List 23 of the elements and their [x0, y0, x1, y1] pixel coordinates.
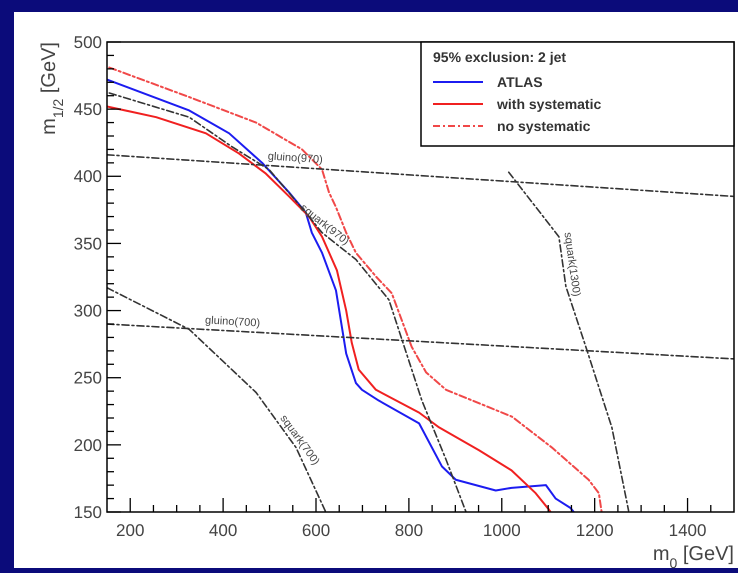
legend-label: no systematic: [497, 118, 591, 134]
legend-label: ATLAS: [497, 74, 543, 90]
x-tick-label: 200: [116, 521, 144, 540]
series-label: gluino(970): [267, 150, 324, 166]
x-tick-label: 1400: [668, 521, 706, 540]
y-tick-label: 200: [74, 436, 102, 455]
y-tick-label: 250: [74, 368, 102, 388]
x-tick-label: 1200: [576, 521, 614, 540]
y-tick-label: 300: [74, 302, 102, 321]
x-tick-label: 400: [208, 521, 238, 540]
y-tick-label: 150: [74, 502, 102, 522]
y-tick-label: 450: [74, 100, 102, 120]
legend-label: with systematic: [496, 96, 602, 112]
y-tick-label: 500: [74, 32, 102, 52]
x-tick-label: 800: [394, 521, 424, 540]
text: squark(1300): [561, 231, 582, 298]
x-tick-label: 600: [302, 521, 330, 540]
x-axis-title: m$_{0}$ [GeV]: [652, 543, 734, 571]
y-tick-label: 350: [74, 234, 102, 254]
series-label: gluino(700): [204, 314, 260, 330]
y-tick-label: 400: [74, 167, 102, 186]
x-tick-label: 1000: [482, 521, 521, 540]
legend-title: 95% exclusion: 2 jet: [433, 49, 566, 65]
